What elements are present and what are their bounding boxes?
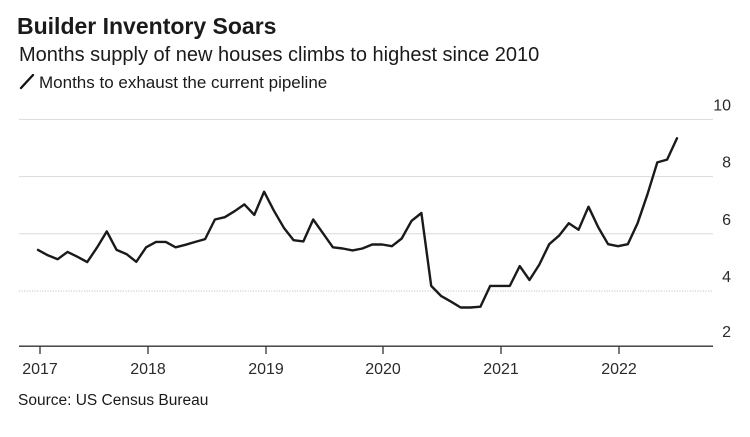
svg-text:8: 8 [722,155,731,172]
svg-text:10: 10 [713,97,731,114]
svg-text:2020: 2020 [365,361,401,378]
svg-text:4: 4 [722,269,731,286]
svg-text:2017: 2017 [22,361,58,378]
svg-text:2018: 2018 [130,361,166,378]
svg-text:2021: 2021 [483,361,519,378]
svg-text:2019: 2019 [248,361,284,378]
svg-text:2022: 2022 [601,361,637,378]
svg-text:2: 2 [722,324,731,341]
svg-text:6: 6 [722,212,731,229]
